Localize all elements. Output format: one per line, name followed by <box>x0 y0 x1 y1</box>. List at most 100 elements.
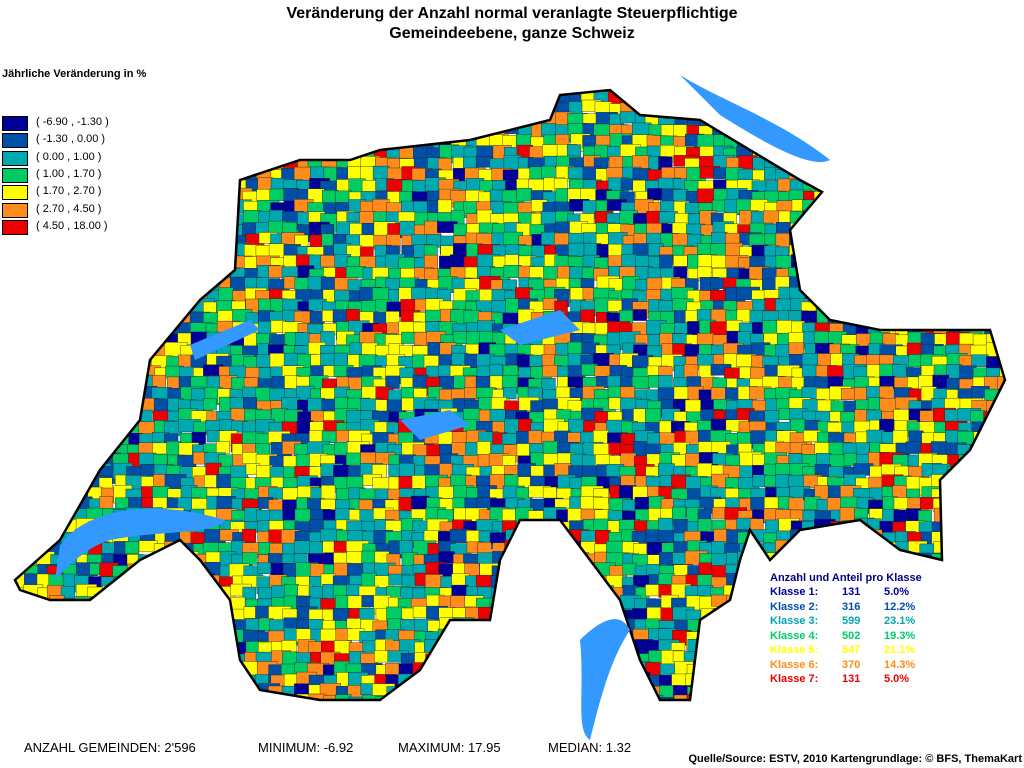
municipality <box>619 90 640 99</box>
municipality <box>23 90 38 108</box>
municipality <box>686 706 708 721</box>
municipality <box>905 441 923 454</box>
municipality <box>152 576 176 595</box>
legend-label: ( 1.70 , 2.70 ) <box>36 185 102 198</box>
municipality <box>973 696 996 700</box>
municipality <box>180 651 204 668</box>
municipality <box>309 708 331 725</box>
municipality <box>868 113 888 127</box>
municipality <box>203 223 227 236</box>
municipality <box>815 694 830 700</box>
municipality <box>906 245 923 263</box>
municipality <box>74 102 94 117</box>
municipality <box>141 155 163 173</box>
municipality <box>855 189 873 205</box>
municipality <box>166 157 190 171</box>
municipality <box>192 708 208 722</box>
municipality <box>452 110 475 129</box>
municipality <box>801 90 817 108</box>
municipality <box>527 540 551 557</box>
municipality <box>15 398 30 412</box>
municipality <box>869 311 886 330</box>
municipality <box>504 630 523 649</box>
municipality <box>740 706 759 725</box>
municipality <box>828 223 845 241</box>
municipality <box>294 144 311 160</box>
municipality <box>126 234 141 253</box>
municipality <box>140 210 163 229</box>
municipality <box>59 695 83 700</box>
municipality <box>218 234 233 250</box>
municipality <box>177 575 200 592</box>
municipality <box>23 652 43 665</box>
municipality <box>112 355 133 375</box>
municipality <box>880 300 896 314</box>
municipality <box>751 642 766 658</box>
municipality <box>166 300 190 317</box>
legend-swatch <box>2 116 28 131</box>
municipality <box>479 651 501 668</box>
municipality <box>947 477 966 489</box>
municipality <box>986 178 1003 193</box>
municipality <box>114 642 136 655</box>
municipality <box>943 212 968 230</box>
municipality <box>438 551 455 564</box>
municipality <box>905 199 923 213</box>
municipality <box>958 628 978 649</box>
municipality <box>34 629 54 649</box>
municipality <box>502 574 524 592</box>
municipality <box>242 684 258 698</box>
municipality <box>828 234 850 247</box>
municipality <box>973 562 996 577</box>
municipality <box>15 477 30 490</box>
municipality <box>60 616 80 635</box>
municipality <box>985 169 1001 182</box>
municipality <box>20 287 41 304</box>
municipality <box>86 420 101 436</box>
municipality <box>47 697 71 700</box>
municipality <box>996 322 1005 337</box>
municipality <box>61 265 82 278</box>
municipality <box>15 411 26 428</box>
municipality <box>387 90 404 98</box>
municipality <box>306 133 324 152</box>
municipality <box>50 100 71 115</box>
municipality <box>36 276 51 289</box>
municipality <box>531 598 551 613</box>
municipality <box>852 155 870 170</box>
municipality <box>906 100 929 115</box>
municipality <box>854 90 877 93</box>
municipality <box>126 112 150 131</box>
municipality <box>23 430 44 448</box>
municipality <box>542 660 560 678</box>
municipality <box>515 90 533 97</box>
municipality <box>63 90 86 92</box>
municipality <box>440 673 464 693</box>
municipality <box>102 178 122 194</box>
municipality <box>439 124 454 140</box>
municipality <box>400 706 414 721</box>
municipality <box>37 509 61 526</box>
municipality <box>658 374 673 390</box>
municipality <box>139 135 159 151</box>
municipality <box>984 595 1005 608</box>
municipality <box>192 212 211 230</box>
municipality <box>101 191 118 210</box>
municipality <box>191 487 208 499</box>
municipality <box>853 102 877 116</box>
municipality <box>528 653 547 671</box>
municipality <box>453 92 476 106</box>
municipality <box>179 179 203 198</box>
municipality <box>671 673 687 686</box>
stats-row: Klasse 3: 599 23.1% <box>770 615 950 630</box>
municipality <box>933 224 953 242</box>
municipality <box>879 156 898 170</box>
municipality <box>177 90 193 95</box>
municipality <box>801 168 821 182</box>
municipality <box>945 497 966 515</box>
municipality <box>541 564 563 582</box>
municipality <box>502 99 521 112</box>
municipality <box>932 279 951 292</box>
municipality <box>957 694 976 700</box>
municipality <box>180 563 199 581</box>
